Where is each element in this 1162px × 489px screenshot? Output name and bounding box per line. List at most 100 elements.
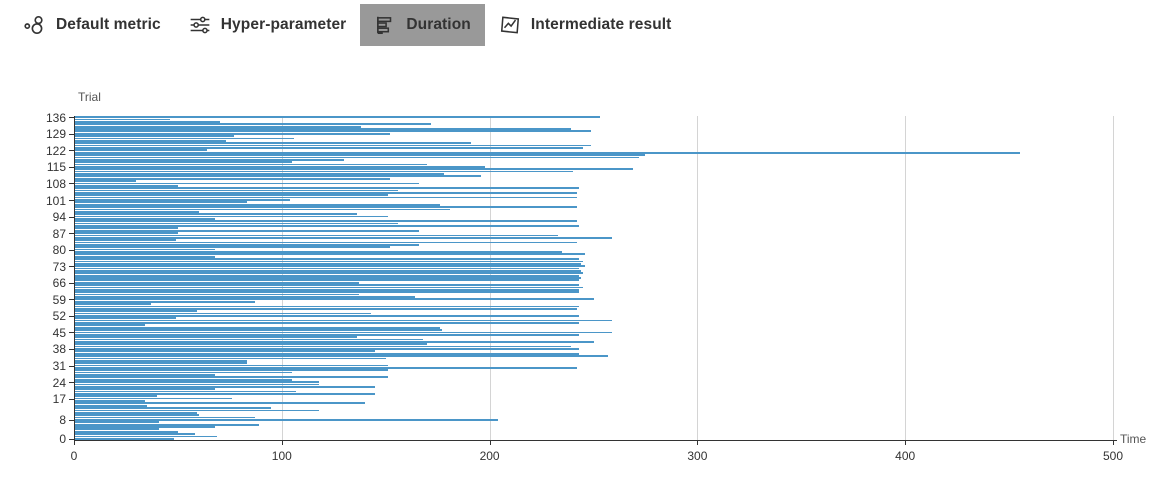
tab-duration[interactable]: Duration	[360, 4, 485, 46]
trial-bar[interactable]	[74, 123, 432, 126]
trial-bar[interactable]	[74, 246, 390, 249]
trial-bar[interactable]	[74, 390, 297, 393]
trial-bar[interactable]	[74, 426, 216, 428]
trial-bar[interactable]	[74, 227, 178, 230]
trial-bar[interactable]	[74, 154, 646, 156]
trial-bar[interactable]	[74, 333, 579, 336]
trial-bar[interactable]	[74, 407, 272, 409]
trial-bar[interactable]	[74, 437, 174, 440]
trial-bar[interactable]	[74, 241, 577, 244]
trial-bar[interactable]	[74, 265, 586, 268]
trial-bar[interactable]	[74, 355, 608, 357]
trial-bar[interactable]	[74, 419, 498, 421]
trial-bar[interactable]	[74, 272, 584, 275]
trial-bar[interactable]	[74, 411, 197, 414]
trial-bar[interactable]	[74, 258, 579, 260]
trial-bar[interactable]	[74, 378, 293, 381]
trial-bar[interactable]	[74, 305, 579, 308]
trial-bar[interactable]	[74, 213, 357, 215]
trial-bar[interactable]	[74, 395, 158, 398]
trial-bar[interactable]	[74, 385, 376, 388]
trial-bar[interactable]	[74, 428, 160, 431]
trial-bar[interactable]	[74, 286, 584, 289]
trial-bar[interactable]	[74, 158, 345, 161]
trial-bar[interactable]	[74, 433, 195, 435]
trial-bar[interactable]	[74, 404, 147, 407]
trial-bar[interactable]	[74, 284, 579, 286]
trial-bar[interactable]	[74, 116, 600, 119]
trial-bar[interactable]	[74, 189, 399, 192]
trial-bar[interactable]	[74, 274, 579, 277]
trial-bar[interactable]	[74, 326, 440, 329]
trial-bar[interactable]	[74, 165, 486, 168]
trial-bar[interactable]	[74, 201, 247, 204]
trial-bar[interactable]	[74, 210, 199, 213]
trial-bar[interactable]	[74, 217, 216, 220]
trial-bar[interactable]	[74, 388, 216, 391]
trial-bar[interactable]	[74, 348, 579, 350]
trial-bar[interactable]	[74, 156, 640, 159]
trial-bar[interactable]	[74, 416, 255, 419]
trial-bar[interactable]	[74, 234, 559, 237]
trial-bar[interactable]	[74, 435, 218, 438]
trial-bar[interactable]	[74, 303, 151, 305]
tab-default-metric[interactable]: Default metric	[10, 4, 175, 46]
trial-bar[interactable]	[74, 329, 442, 331]
trial-bar[interactable]	[74, 147, 584, 149]
trial-bar[interactable]	[74, 322, 579, 324]
trial-bar[interactable]	[74, 118, 170, 121]
trial-bar[interactable]	[74, 191, 577, 194]
trial-bar[interactable]	[74, 139, 226, 142]
trial-bar[interactable]	[74, 314, 579, 317]
trial-bar[interactable]	[74, 376, 388, 379]
trial-bar[interactable]	[74, 381, 320, 383]
trial-bar[interactable]	[74, 414, 199, 417]
trial-bar[interactable]	[74, 232, 178, 234]
trial-bar[interactable]	[74, 260, 584, 263]
trial-bar[interactable]	[74, 187, 579, 189]
trial-bar[interactable]	[74, 225, 579, 227]
trial-bar[interactable]	[74, 236, 613, 239]
trial-bar[interactable]	[74, 362, 247, 364]
trial-bar[interactable]	[74, 359, 247, 362]
trial-bar[interactable]	[74, 296, 415, 298]
trial-bar[interactable]	[74, 163, 428, 166]
trial-bar[interactable]	[74, 180, 137, 182]
trial-bar[interactable]	[74, 331, 613, 334]
trial-bar[interactable]	[74, 168, 633, 171]
trial-bar[interactable]	[74, 173, 444, 175]
trial-bar[interactable]	[74, 430, 178, 433]
trial-bar[interactable]	[74, 151, 1020, 154]
trial-bar[interactable]	[74, 324, 145, 327]
trial-bar[interactable]	[74, 132, 390, 135]
trial-bar[interactable]	[74, 374, 216, 376]
trial-bar[interactable]	[74, 270, 581, 272]
trial-bar[interactable]	[74, 222, 399, 225]
trial-bar[interactable]	[74, 130, 592, 133]
trial-bar[interactable]	[74, 279, 579, 282]
trial-bar[interactable]	[74, 125, 361, 128]
trial-bar[interactable]	[74, 371, 293, 374]
trial-bar[interactable]	[74, 338, 424, 341]
trial-bar[interactable]	[74, 135, 234, 137]
trial-bar[interactable]	[74, 281, 359, 284]
trial-bar[interactable]	[74, 383, 320, 386]
trial-bar[interactable]	[74, 199, 291, 201]
trial-bar[interactable]	[74, 307, 577, 310]
trial-bar[interactable]	[74, 300, 255, 303]
trial-bar[interactable]	[74, 253, 586, 256]
trial-bar[interactable]	[74, 137, 295, 140]
trial-bar[interactable]	[74, 144, 592, 147]
trial-bar[interactable]	[74, 267, 579, 270]
trial-bar[interactable]	[74, 262, 581, 265]
trial-bar[interactable]	[74, 293, 359, 296]
trial-bar[interactable]	[74, 357, 386, 360]
trial-bar[interactable]	[74, 319, 613, 322]
trial-bar[interactable]	[74, 423, 259, 426]
trial-bar[interactable]	[74, 288, 579, 291]
trial-bar[interactable]	[74, 277, 581, 279]
trial-bar[interactable]	[74, 208, 451, 211]
trial-bar[interactable]	[74, 345, 571, 348]
trial-bar[interactable]	[74, 170, 573, 173]
trial-bar[interactable]	[74, 142, 471, 145]
